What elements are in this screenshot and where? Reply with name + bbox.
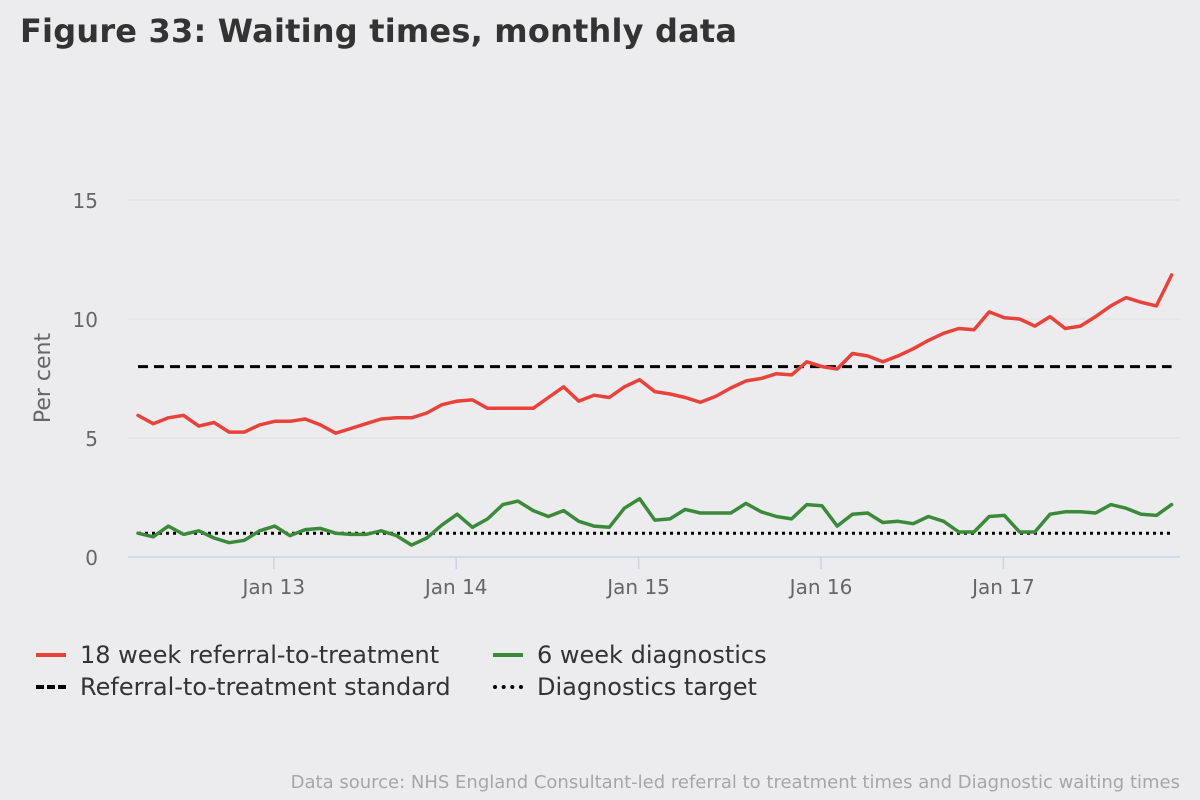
legend-label-rtt-standard: Referral-to-treatment standard: [80, 673, 451, 701]
series-line-diagnostics: [136, 496, 1174, 547]
legend-swatch-rtt-standard: [36, 685, 66, 689]
x-tick-label: Jan 13: [240, 575, 305, 599]
chart-title: Figure 33: Waiting times, monthly data: [20, 12, 738, 50]
series-line-rtt: [136, 273, 1174, 435]
x-tick-label: Jan 14: [423, 575, 488, 599]
y-tick-label: 5: [85, 427, 98, 451]
legend-label-rtt: 18 week referral-to-treatment: [80, 641, 440, 669]
legend-item-rtt-standard[interactable]: Referral-to-treatment standard: [36, 672, 493, 702]
y-tick-label: 15: [73, 189, 98, 213]
legend-item-diagnostics-target[interactable]: Diagnostics target: [493, 672, 793, 702]
y-axis-label: Per cent: [31, 333, 56, 424]
legend-label-diagnostics-target: Diagnostics target: [537, 673, 757, 701]
line-chart: 0 5 10 15 Jan 13 Jan 14 Jan 15 Jan 16 Jan 17 Pe…: [31, 189, 1180, 599]
data-source-note: Data source: NHS England Consultant-led …: [290, 772, 1180, 793]
legend-item-rtt[interactable]: 18 week referral-to-treatment: [36, 640, 493, 670]
y-tick-label: 10: [73, 308, 98, 332]
y-axis: 0 5 10 15: [73, 189, 98, 570]
series-lines: [136, 273, 1174, 547]
reference-lines: [138, 365, 1172, 535]
legend: 18 week referral-to-treatment 6 week dia…: [36, 640, 793, 702]
x-tick-label: Jan 16: [788, 575, 853, 599]
legend-item-diagnostics[interactable]: 6 week diagnostics: [493, 640, 793, 670]
legend-swatch-diagnostics-target: [493, 685, 523, 689]
legend-label-diagnostics: 6 week diagnostics: [537, 641, 767, 669]
y-tick-label: 0: [85, 546, 98, 570]
x-tick-label: Jan 17: [970, 575, 1035, 599]
x-axis: Jan 13 Jan 14 Jan 15 Jan 16 Jan 17: [128, 556, 1180, 599]
x-tick-label: Jan 15: [605, 575, 670, 599]
legend-swatch-rtt: [36, 653, 66, 657]
legend-swatch-diagnostics: [493, 653, 523, 657]
